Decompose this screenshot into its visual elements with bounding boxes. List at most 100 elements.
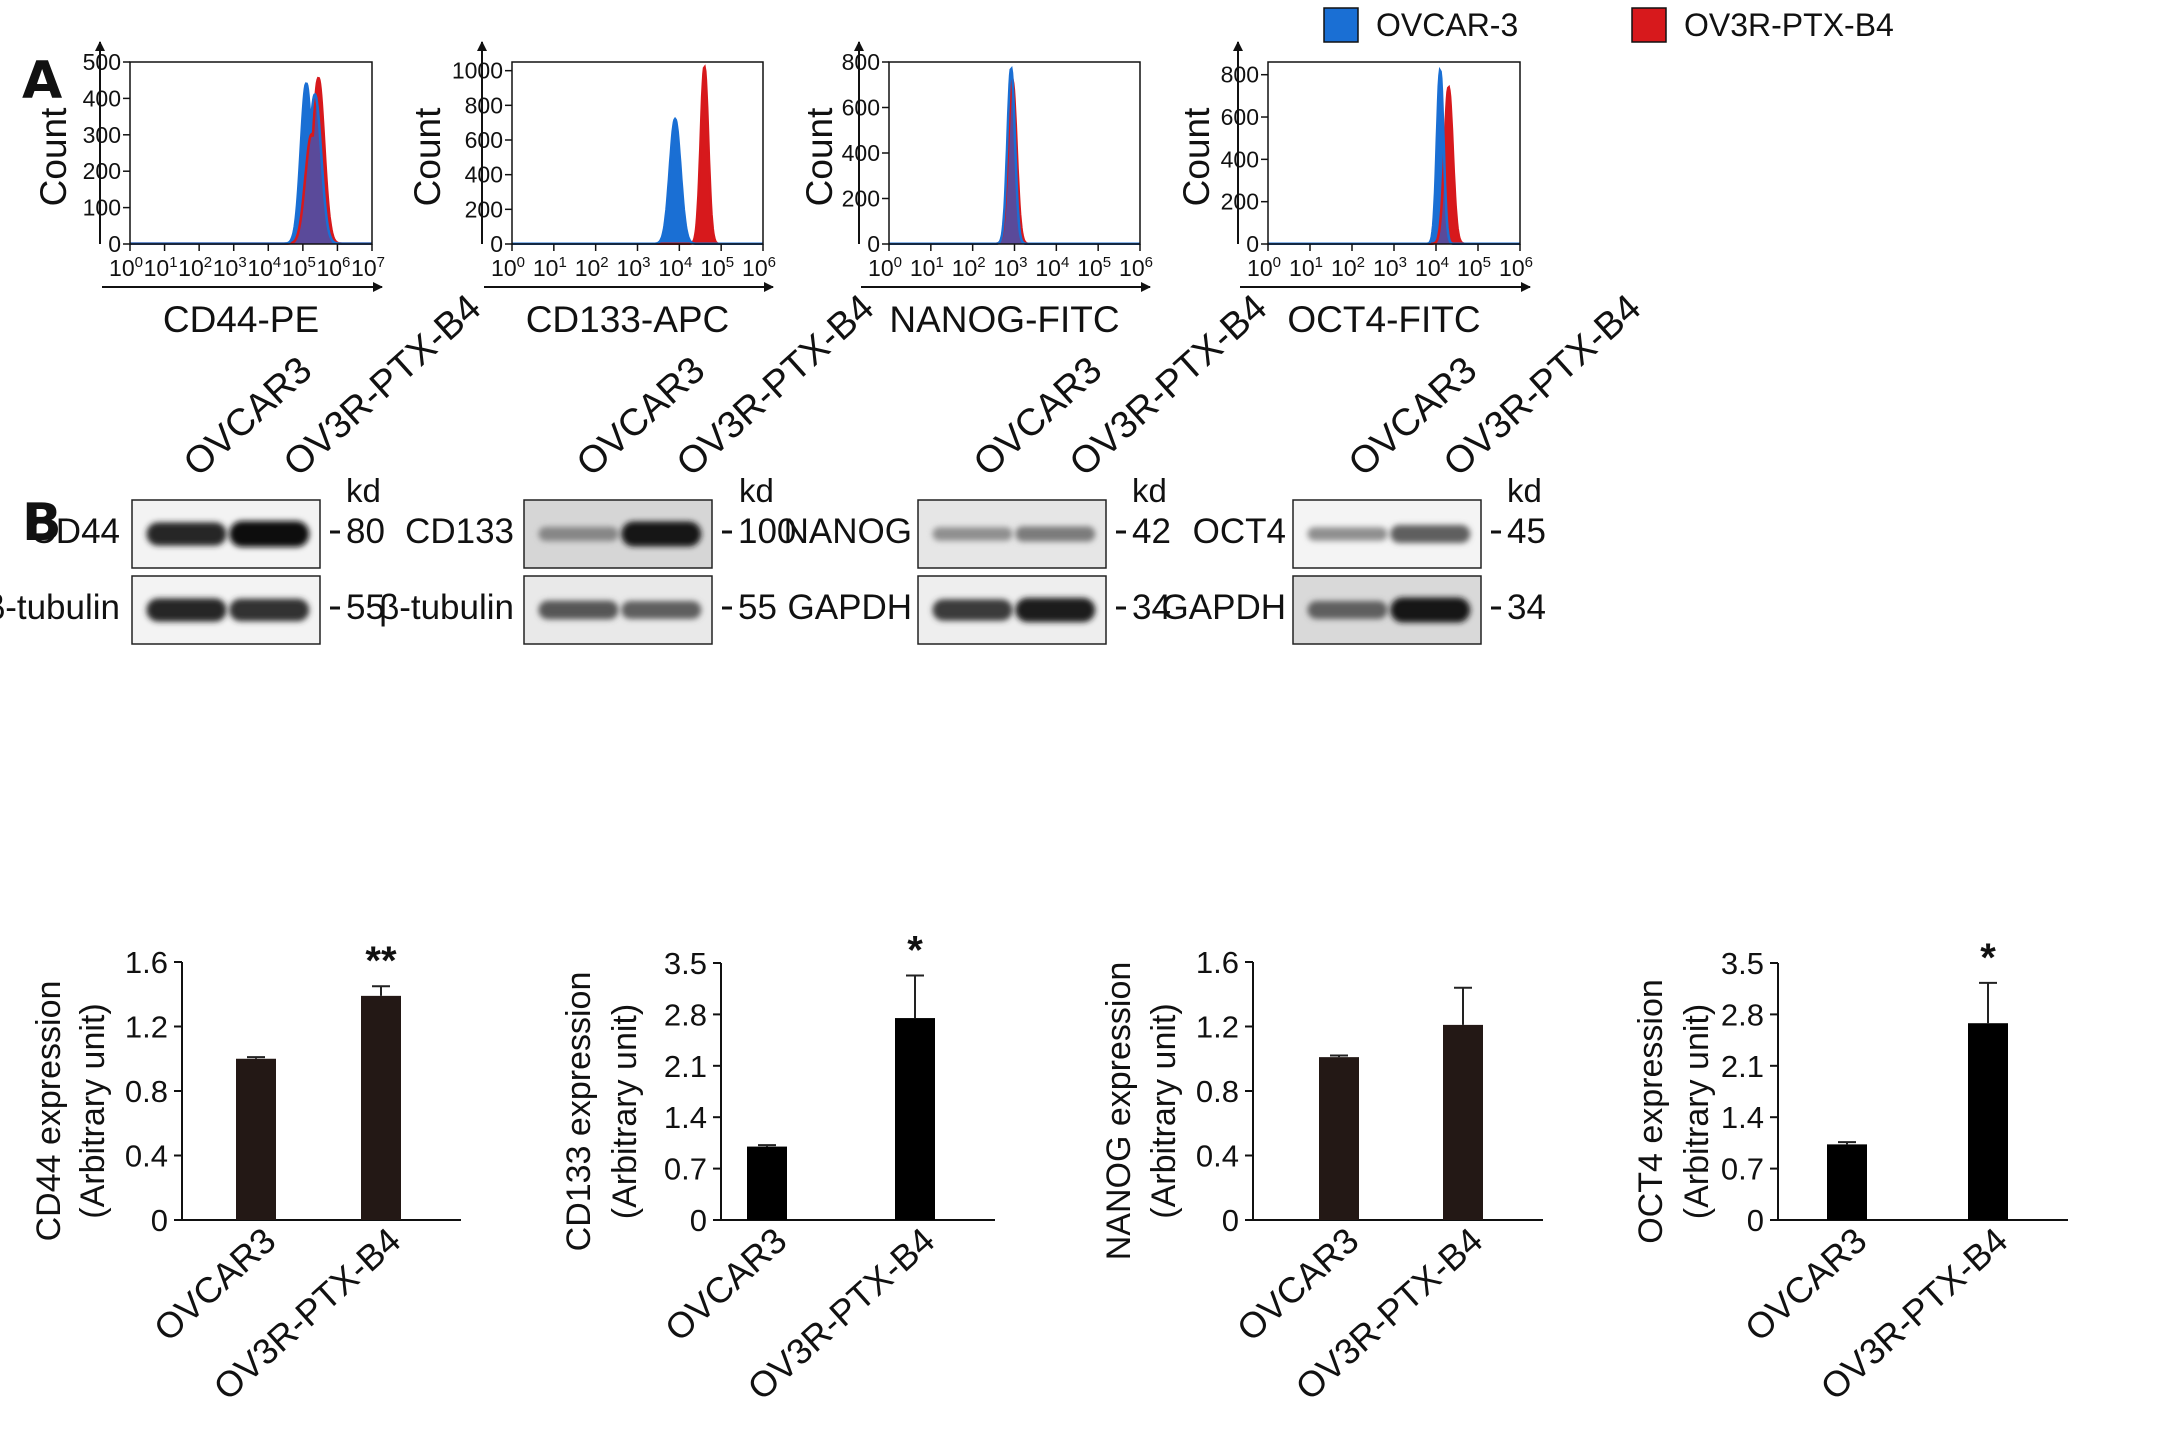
histogram-line-ovcar3 (130, 82, 372, 245)
x-tick-exponent: 3 (1019, 254, 1027, 271)
category-label: OVCAR3 (657, 1219, 794, 1349)
x-tick-label: 106 (1499, 254, 1533, 281)
x-tick-exponent: 4 (684, 254, 692, 271)
blot-band (621, 521, 702, 547)
y-tick-label: 0 (108, 231, 121, 257)
y-tick-label: 200 (83, 158, 121, 184)
y-tick-label: 3.5 (664, 946, 707, 981)
western-blots: OVCAR3OV3R-PTX-B4kdCD4480β-tubulin55OVCA… (0, 287, 1649, 645)
bar-ov3r-ptx-b4 (361, 995, 401, 1220)
y-tick-label: 1.4 (664, 1100, 707, 1135)
y-tick-label: 400 (842, 140, 880, 166)
y-tick-label: 3.5 (1721, 946, 1764, 981)
y-tick-label: 2.1 (664, 1049, 707, 1084)
x-tick-exponent: 2 (1357, 254, 1365, 271)
blot-band (538, 600, 619, 620)
x-tick-exponent: 0 (135, 254, 143, 271)
blot-band (932, 527, 1013, 541)
y-tick-label: 0 (867, 231, 880, 257)
x-tick-label: 105 (1457, 254, 1491, 281)
blot-band (538, 526, 619, 542)
band-label: GAPDH (788, 588, 912, 627)
histogram-fill-resistant (130, 78, 372, 244)
kd-header: kd (1507, 472, 1542, 509)
x-tick-label: 100 (491, 254, 525, 281)
y-tick-label: 1.2 (125, 1010, 168, 1045)
y-axis-title: (Arbitrary unit) (1145, 1003, 1183, 1218)
y-axis-title: (Arbitrary unit) (74, 1003, 112, 1218)
x-tick-label: 104 (1035, 254, 1069, 281)
x-tick-exponent: 1 (1315, 254, 1323, 271)
x-tick-label: 103 (213, 254, 247, 281)
blot-band (621, 601, 702, 619)
histogram-frame (1267, 61, 1521, 245)
legend-label-ovcar3: OVCAR-3 (1376, 7, 1518, 43)
blot-band (932, 599, 1013, 621)
y-axis-title: OCT4 expression (1632, 979, 1670, 1244)
x-tick-label: 103 (1373, 254, 1407, 281)
histogram-frame (511, 61, 764, 245)
y-tick-label: 400 (465, 162, 503, 188)
x-tick-label: 101 (910, 254, 944, 281)
x-tick-exponent: 3 (238, 254, 246, 271)
x-tick-exponent: 1 (169, 254, 177, 271)
band-label: OCT4 (1193, 512, 1286, 551)
kd-header: kd (739, 472, 774, 509)
y-axis-title: Count (407, 107, 448, 206)
x-tick-label: 106 (1119, 254, 1153, 281)
histogram-fill-overlap (130, 95, 372, 244)
x-tick-label: 106 (316, 254, 350, 281)
blot-band (1390, 597, 1471, 623)
y-tick-label: 1.2 (1196, 1010, 1239, 1045)
histogram-line-ovcar3 (1268, 66, 1520, 246)
y-tick-label: 800 (842, 49, 880, 75)
x-tick-exponent: 4 (1061, 254, 1069, 271)
x-tick-exponent: 5 (1483, 254, 1491, 271)
histogram-fill-ovcar3 (1268, 70, 1520, 244)
bar-chart-1: 00.71.42.12.83.5OVCAR3*OV3R-PTX-B4CD133 … (560, 928, 995, 1408)
histogram-fill-ovcar3 (512, 119, 763, 244)
x-tick-exponent: 6 (1145, 254, 1153, 271)
y-tick-label: 600 (1221, 104, 1259, 130)
x-tick-exponent: 3 (642, 254, 650, 271)
y-tick-label: 600 (465, 127, 503, 153)
y-tick-label: 200 (465, 196, 503, 222)
x-tick-exponent: 2 (600, 254, 608, 271)
y-axis-title: CD133 expression (560, 972, 598, 1252)
bar-ovcar3 (1827, 1144, 1867, 1220)
bar-ov3r-ptx-b4 (1968, 1023, 2008, 1220)
blot-band (146, 598, 227, 622)
y-tick-label: 300 (83, 122, 121, 148)
y-tick-label: 1.6 (125, 945, 168, 980)
band-label: GAPDH (1162, 588, 1286, 627)
histogram-fill-resistant (512, 67, 763, 244)
x-tick-label: 101 (1289, 254, 1323, 281)
y-tick-label: 0 (690, 1203, 707, 1238)
y-tick-label: 500 (83, 49, 121, 75)
y-tick-label: 200 (842, 186, 880, 212)
x-axis-title: CD133-APC (526, 299, 730, 340)
y-tick-label: 400 (83, 85, 121, 111)
kd-value: 55 (738, 588, 777, 627)
x-tick-label: 102 (575, 254, 609, 281)
band-label: β-tubulin (379, 588, 514, 627)
kd-value: 42 (1132, 512, 1171, 551)
kd-value: 80 (346, 512, 385, 551)
kd-value: 55 (346, 588, 385, 627)
legend: OVCAR-3 OV3R-PTX-B4 (1323, 7, 1894, 43)
x-tick-exponent: 5 (307, 254, 315, 271)
x-tick-label: 103 (994, 254, 1028, 281)
bar-ov3r-ptx-b4 (895, 1018, 935, 1220)
histogram-fill-ovcar3 (130, 83, 372, 244)
kd-value: 100 (738, 512, 796, 551)
histogram-line-ovcar3 (512, 116, 763, 246)
x-tick-label: 100 (109, 254, 143, 281)
kd-header: kd (1132, 472, 1167, 509)
x-tick-exponent: 1 (558, 254, 566, 271)
